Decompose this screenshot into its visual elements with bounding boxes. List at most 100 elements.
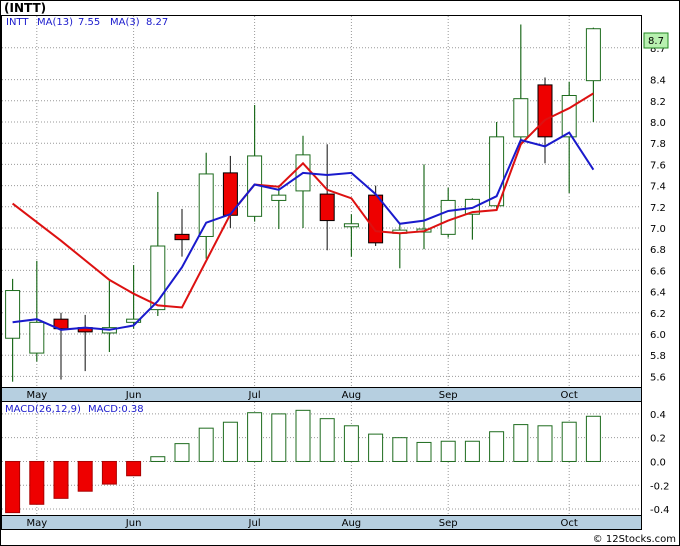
ticker-title: (INTT)	[4, 1, 46, 15]
macd-bar	[513, 424, 529, 462]
candle	[271, 185, 287, 230]
last-price-badge-text: 8.7	[648, 36, 664, 47]
candle-body	[561, 95, 577, 138]
price-y-tick: 6.8	[650, 245, 666, 256]
price-y-tick: 7.4	[650, 182, 666, 193]
macd-bar	[53, 460, 69, 499]
candle-body	[585, 28, 601, 82]
price-month-labels: May Jun Jul Aug Sep Oct	[26, 390, 577, 401]
candle-body	[5, 290, 21, 339]
candle	[513, 24, 529, 146]
candle-body	[126, 318, 142, 323]
macd-y-tick: 0.0	[650, 457, 666, 468]
price-y-axis: 5.6 5.8 6.0 6.2 6.4 6.6 6.8 7.0 7.2 7.4 7.6 7.8 8.0 8…	[650, 44, 666, 384]
price-month-axis	[1, 387, 642, 402]
macd-month-label: Aug	[342, 518, 362, 529]
candle	[126, 265, 142, 329]
candle	[29, 260, 45, 362]
macd-y-tick: 0.2	[650, 434, 666, 445]
macd-month-axis	[1, 515, 642, 530]
macd-month-label: Oct	[561, 518, 578, 529]
macd-bar	[247, 412, 263, 462]
macd-value-label: MACD:0.38	[88, 404, 144, 415]
candle-body	[198, 173, 214, 237]
candle-body	[319, 193, 335, 222]
macd-bar	[126, 460, 142, 477]
candle-body	[174, 233, 190, 241]
macd-bar	[368, 433, 384, 462]
macd-bars	[5, 409, 601, 514]
price-month-label: Sep	[439, 390, 458, 401]
candle	[174, 208, 190, 257]
price-y-tick: 8.7	[650, 44, 666, 55]
macd-bar	[295, 409, 311, 462]
last-price-badge	[643, 32, 669, 49]
price-y-tick: 7.0	[650, 224, 666, 235]
macd-bar	[150, 456, 166, 462]
macd-params-label: MACD(26,12,9)	[5, 404, 81, 415]
watermark: © 12Stocks.com	[593, 534, 676, 545]
macd-y-tick: 0.4	[650, 410, 666, 421]
macd-bar	[101, 460, 117, 485]
macd-bar	[585, 415, 601, 462]
price-y-tick: 8.2	[650, 97, 666, 108]
macd-bar	[440, 440, 456, 462]
macd-month-label: Jun	[125, 518, 142, 529]
price-month-label: Jul	[248, 390, 261, 401]
candle-body	[271, 194, 287, 201]
price-y-tick: 6.0	[650, 330, 666, 341]
price-y-tick: 7.8	[650, 139, 666, 150]
price-month-label: Oct	[561, 390, 578, 401]
candle-body	[537, 84, 553, 138]
candle-body	[343, 223, 359, 228]
macd-y-tick: -0.2	[650, 481, 670, 492]
macd-bar	[174, 443, 190, 462]
macd-bar	[271, 413, 287, 462]
price-y-tick: 6.2	[650, 309, 666, 320]
candle	[5, 278, 21, 382]
macd-bar	[77, 460, 93, 492]
price-y-tick: 8.0	[650, 118, 666, 129]
candle-body	[29, 321, 45, 354]
legend-ma3-label: MA(3)	[110, 17, 140, 28]
price-y-tick: 7.2	[650, 203, 666, 214]
candle	[343, 214, 359, 257]
macd-bar	[392, 437, 408, 462]
macd-month-label: Jul	[248, 518, 261, 529]
candle	[319, 144, 335, 251]
macd-bar	[537, 425, 553, 462]
candle-body	[53, 318, 69, 330]
legend-ma13-value: 7.55	[78, 17, 100, 28]
macd-bar	[198, 427, 214, 462]
candle-body	[150, 245, 166, 311]
candle-body	[513, 98, 529, 138]
candle	[585, 27, 601, 122]
ma3-line	[11, 92, 594, 309]
legend-ma3-value: 8.27	[146, 17, 168, 28]
macd-bar	[489, 431, 505, 462]
price-month-label: Aug	[342, 390, 362, 401]
price-y-tick: 7.6	[650, 160, 666, 171]
price-y-tick: 6.4	[650, 288, 666, 299]
price-month-label: Jun	[125, 390, 142, 401]
legend-ma13-label: MA(13)	[37, 17, 73, 28]
price-y-tick: 8.4	[650, 76, 666, 87]
macd-month-label: Sep	[439, 518, 458, 529]
macd-y-axis: 0.4 0.2 0.0 -0.2 -0.4	[650, 410, 670, 516]
macd-bar	[416, 441, 432, 462]
price-y-tick: 5.6	[650, 372, 666, 383]
macd-bar	[29, 460, 45, 505]
price-y-tick: 6.6	[650, 266, 666, 277]
candle	[150, 191, 166, 316]
candle	[53, 312, 69, 380]
candle-body	[440, 199, 456, 235]
ma13-line	[12, 131, 595, 331]
price-month-label: May	[26, 390, 47, 401]
macd-bar	[5, 460, 21, 514]
macd-bar	[319, 418, 335, 462]
legend-symbol: INTT	[6, 17, 29, 28]
macd-bar	[343, 425, 359, 462]
macd-y-tick: -0.4	[650, 505, 670, 516]
macd-bar	[222, 421, 238, 462]
